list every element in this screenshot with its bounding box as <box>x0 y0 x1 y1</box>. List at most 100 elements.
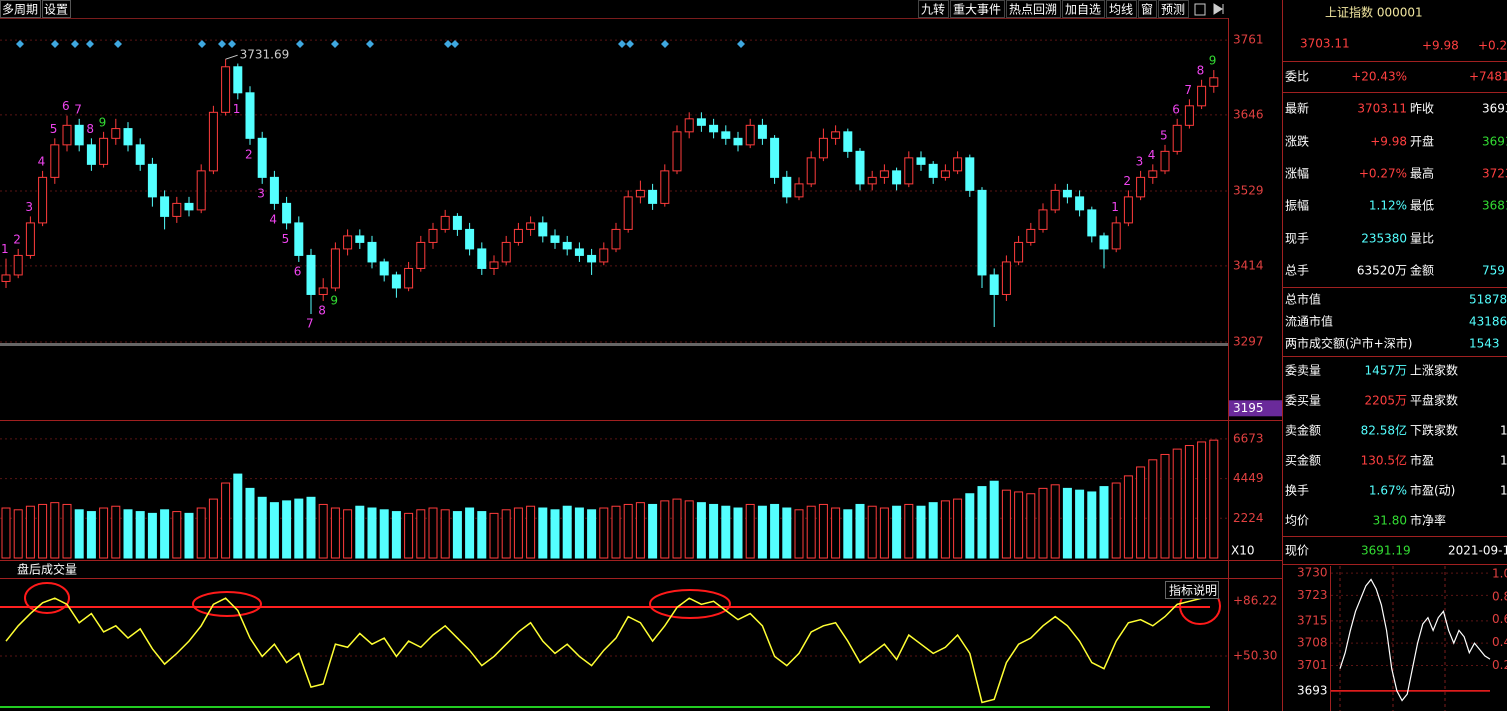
toolbar-button[interactable] <box>0 0 41 18</box>
event-diamond[interactable] <box>228 40 236 48</box>
volume-bar <box>379 509 389 559</box>
event-diamond[interactable] <box>296 40 304 48</box>
toolbar-button[interactable] <box>1062 0 1105 18</box>
candle-body <box>794 183 804 198</box>
candle-body <box>1014 241 1024 263</box>
volume-bar <box>416 509 426 559</box>
tab-label[interactable]: 盘后成交量 <box>17 562 77 577</box>
volume-bar <box>965 493 975 559</box>
volume-bar <box>526 505 536 559</box>
nine-turn-label: 6 <box>294 264 302 278</box>
volume-bar <box>977 486 987 559</box>
volume-bar <box>25 505 35 559</box>
volume-bar <box>1184 445 1194 559</box>
row-label: 流通市值 <box>1285 314 1333 329</box>
row-value: 51878 <box>1469 293 1507 307</box>
volume-bar <box>818 503 828 559</box>
candle-body <box>50 144 60 178</box>
toolbar-label[interactable]: 重大事件 <box>953 3 1001 17</box>
candle-body <box>428 228 438 243</box>
candle-body <box>953 157 963 172</box>
toolbar-label[interactable]: 九转 <box>921 2 945 17</box>
row-label: 总手 <box>1285 264 1309 278</box>
row-value: 1 <box>1500 484 1507 498</box>
event-diamond[interactable] <box>331 40 339 48</box>
event-diamond[interactable] <box>114 40 122 48</box>
toolbar-button[interactable] <box>42 0 71 18</box>
candle-body <box>343 235 353 250</box>
toolbar-label[interactable]: 多周期 <box>2 3 38 17</box>
toolbar-label[interactable]: 加自选 <box>1065 3 1101 17</box>
row-label: 金额 <box>1410 263 1434 278</box>
candle-body <box>1099 235 1109 250</box>
volume-bar <box>355 505 365 559</box>
toolbar-label[interactable]: 窗 <box>1141 3 1153 17</box>
row-label: 市净率 <box>1410 513 1446 528</box>
volume-bar <box>50 502 60 559</box>
row-label: 委比 <box>1285 70 1309 84</box>
event-diamond[interactable] <box>71 40 79 48</box>
event-diamond[interactable] <box>451 40 459 48</box>
event-diamond[interactable] <box>661 40 669 48</box>
volume-bar <box>794 509 804 559</box>
event-diamond[interactable] <box>51 40 59 48</box>
toolbar-button[interactable] <box>918 0 949 18</box>
icon-next[interactable] <box>1213 3 1224 15</box>
volume-bar <box>269 502 279 559</box>
event-diamond[interactable] <box>618 40 626 48</box>
event-diamond[interactable] <box>737 40 745 48</box>
nine-turn-label: 2 <box>1123 174 1131 188</box>
event-diamond[interactable] <box>218 40 226 48</box>
volume-bar <box>538 507 548 559</box>
event-diamond[interactable] <box>444 40 452 48</box>
volume-bar <box>1136 466 1146 559</box>
event-diamond[interactable] <box>16 40 24 48</box>
high-annotation: 3731.69 <box>240 48 290 62</box>
toolbar-button[interactable] <box>950 0 1005 18</box>
candle-body <box>977 189 987 276</box>
row-label: 涨幅 <box>1285 166 1309 181</box>
candle-body <box>379 261 389 276</box>
icon-lock[interactable] <box>1194 3 1206 16</box>
indicator-button[interactable] <box>1165 581 1219 599</box>
toolbar-label[interactable]: 预测 <box>1161 3 1185 17</box>
toolbar-button[interactable] <box>1138 0 1157 18</box>
volume-bar <box>367 507 377 559</box>
row-value: 130.5亿 <box>1361 453 1407 468</box>
event-diamond[interactable] <box>366 40 374 48</box>
volume-bar <box>74 509 84 559</box>
event-diamond[interactable] <box>198 40 206 48</box>
toolbar-label[interactable]: 均线 <box>1109 3 1133 17</box>
y-tick-label: 3195 <box>1233 401 1264 415</box>
row-label: 换手 <box>1285 484 1309 498</box>
row-label: 最高 <box>1410 166 1434 181</box>
volume-bar <box>330 507 340 559</box>
toolbar-button[interactable] <box>1106 0 1137 18</box>
volume-bar <box>1001 489 1011 559</box>
toolbar-button[interactable] <box>1006 0 1061 18</box>
candle-body <box>86 144 96 165</box>
indicator-button-label[interactable]: 指标说明 <box>1169 583 1217 598</box>
volume-bar <box>904 503 914 559</box>
toolbar-button[interactable] <box>1158 0 1189 18</box>
toolbar-label[interactable]: 设置 <box>44 3 68 17</box>
volume-bar <box>13 509 23 559</box>
candle-body <box>1209 77 1219 87</box>
nine-turn-label: 7 <box>306 316 314 330</box>
row-label: 均价 <box>1285 514 1309 528</box>
nine-turn-label: 1 <box>1 242 9 256</box>
volume-bar <box>465 507 475 559</box>
nine-turn-label: 9 <box>330 294 338 308</box>
volume-bar <box>172 511 182 559</box>
y-tick-label: 2224 <box>1233 511 1264 525</box>
event-diamond[interactable] <box>86 40 94 48</box>
volume-bar <box>513 507 523 559</box>
toolbar-label[interactable]: 热点回溯 <box>1009 2 1057 17</box>
candle-body <box>1172 124 1182 152</box>
volume-bar <box>99 507 109 559</box>
row-value: 3703.11 <box>1357 102 1407 116</box>
volume-bar <box>1197 441 1207 559</box>
volume-bar <box>184 512 194 559</box>
event-diamond[interactable] <box>626 40 634 48</box>
